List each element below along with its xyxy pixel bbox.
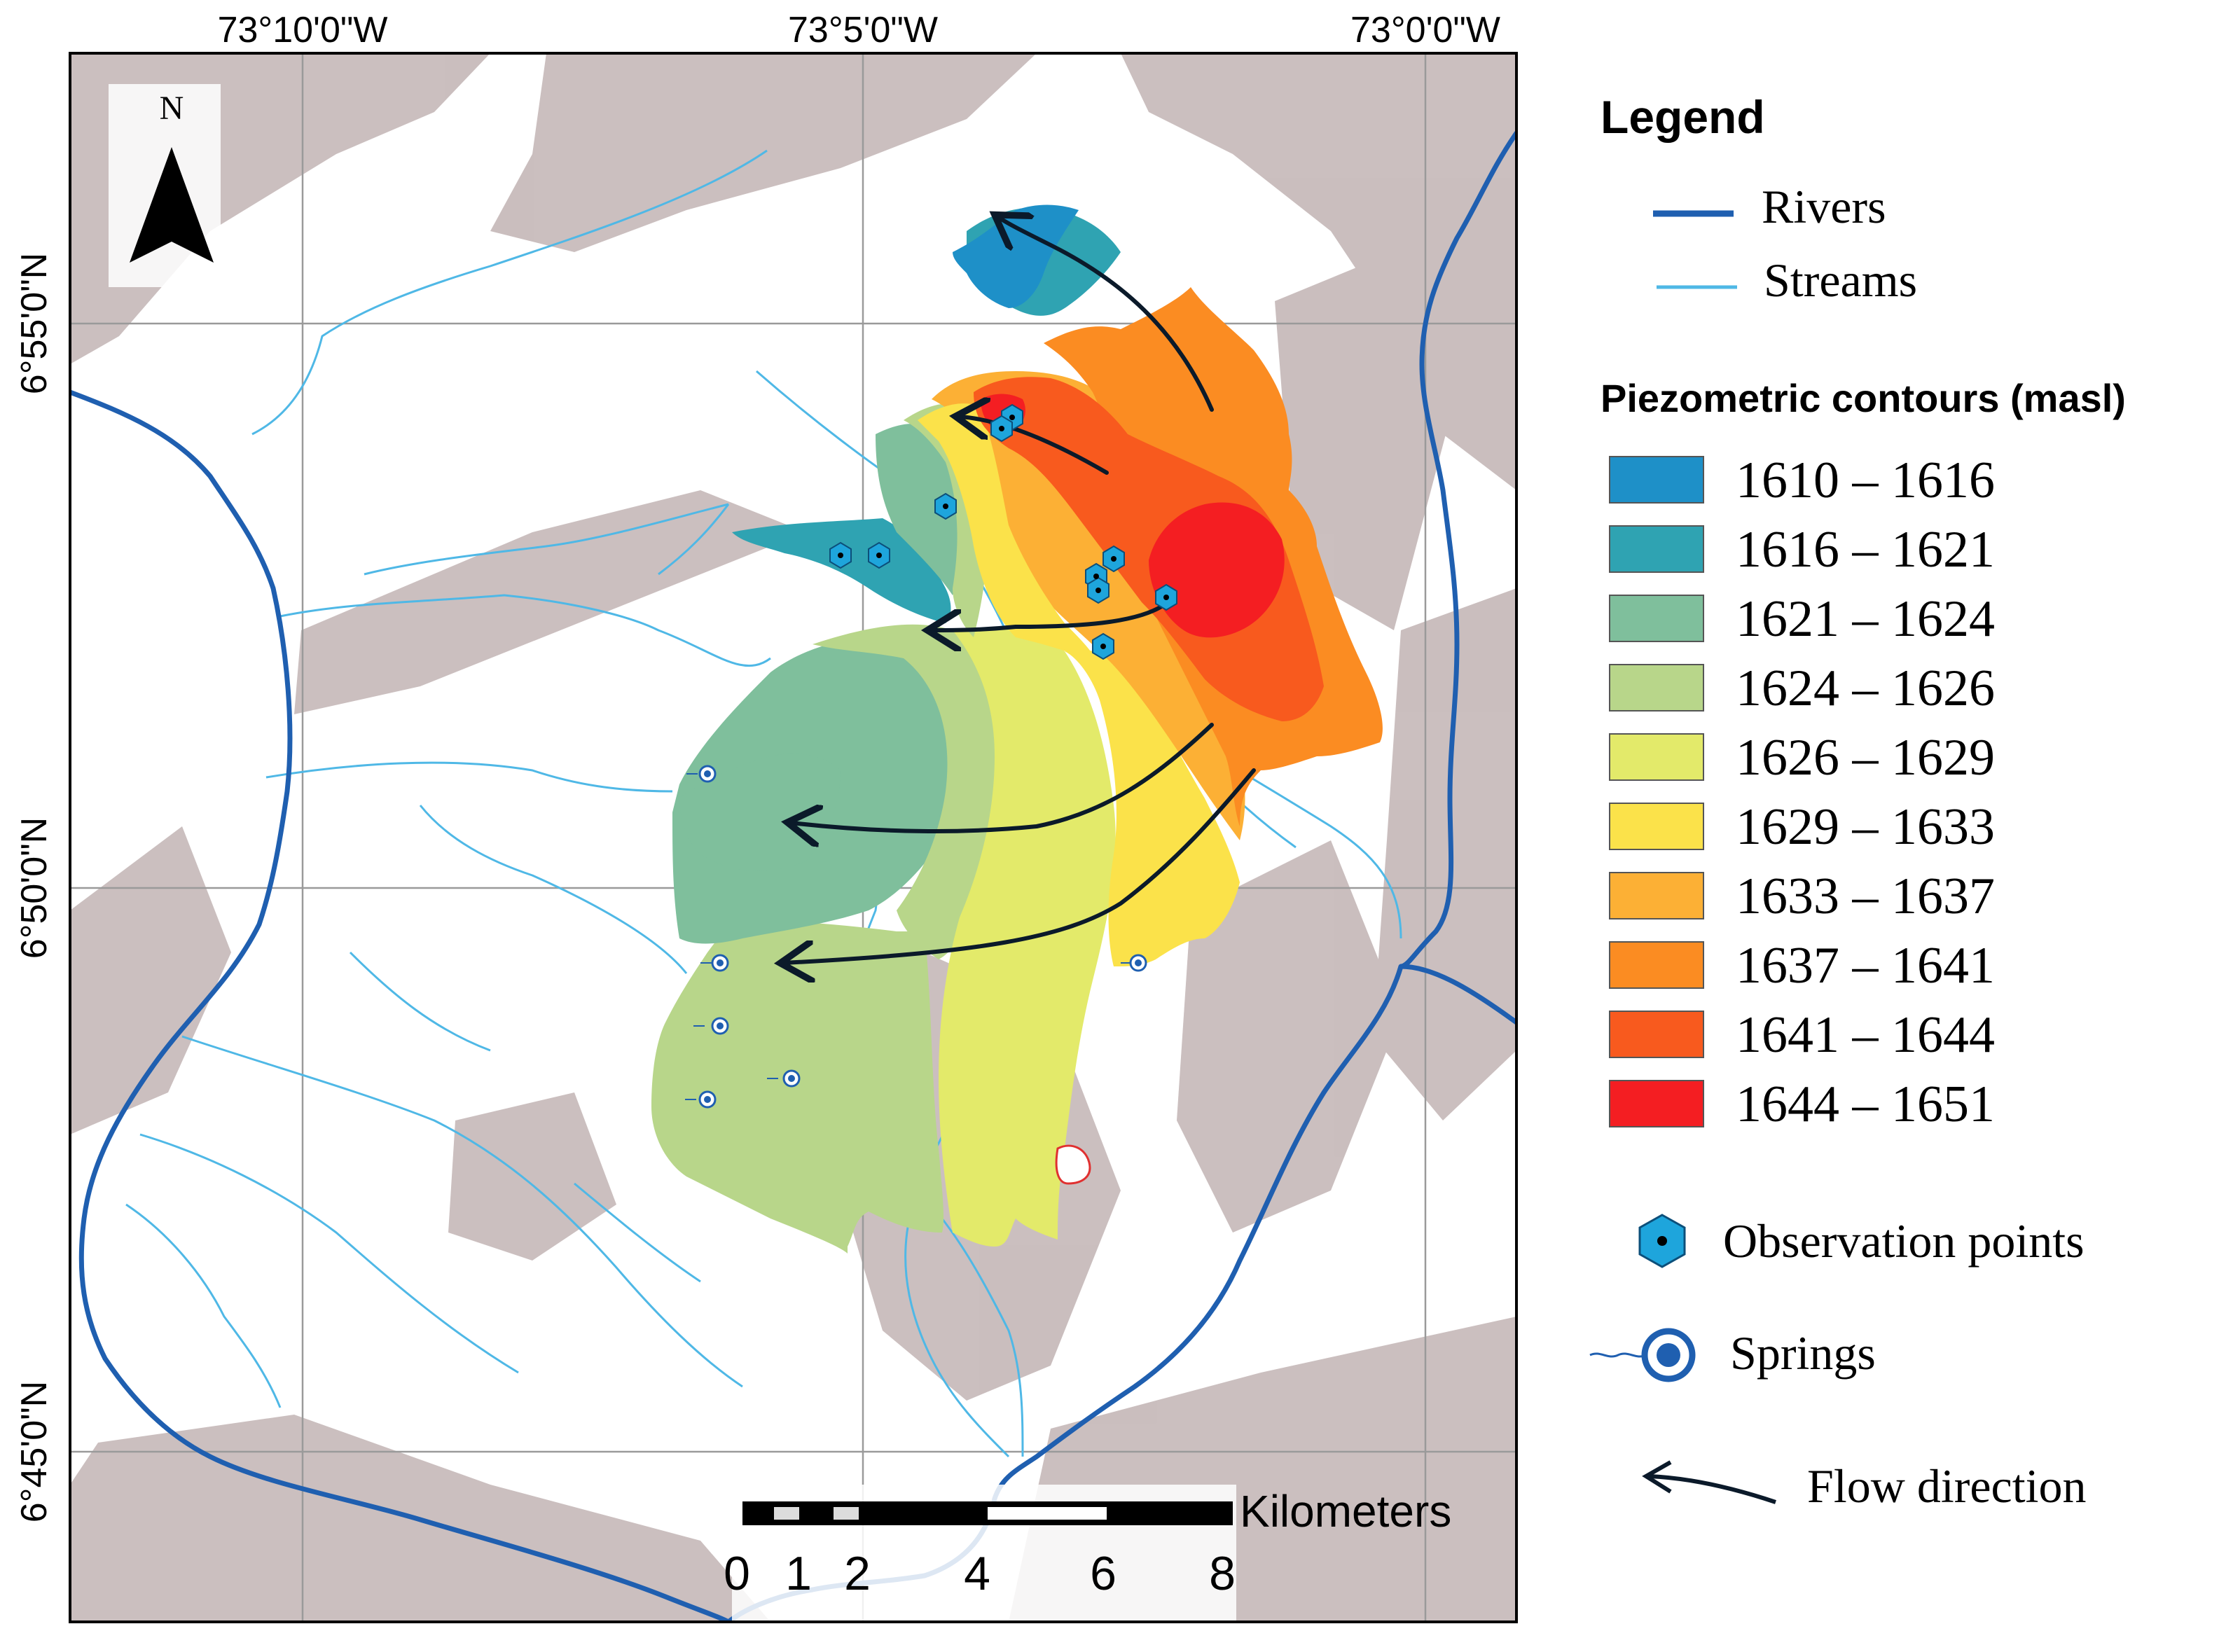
zone-1633-1637 bbox=[932, 371, 1245, 840]
spring-icon bbox=[1589, 1328, 1696, 1382]
contour-label-7: 1637 – 1641 bbox=[1736, 937, 1995, 994]
contour-label-8: 1641 – 1644 bbox=[1736, 1006, 1995, 1064]
streams-label: Streams bbox=[1764, 254, 1917, 307]
contour-swatch-7 bbox=[1609, 941, 1704, 989]
flow-direction-icon bbox=[1642, 1460, 1776, 1504]
zone-1621-1624-upper bbox=[876, 424, 967, 595]
scale-tick-4: 4 bbox=[964, 1547, 990, 1600]
springs bbox=[685, 765, 1147, 1109]
contours-title: Piezometric contours (masl) bbox=[1601, 376, 2126, 420]
scale-tick-0: 0 bbox=[724, 1547, 750, 1600]
scale-tick-2: 2 bbox=[844, 1547, 871, 1600]
contour-label-5: 1629 – 1633 bbox=[1736, 798, 1995, 856]
zone-1610-1616 bbox=[953, 204, 1079, 308]
contour-label-3: 1624 – 1626 bbox=[1736, 660, 1995, 717]
contour-swatch-0 bbox=[1609, 456, 1704, 504]
flow-arrows bbox=[784, 217, 1256, 963]
coord-top-2: 73°5'0"W bbox=[788, 10, 938, 50]
contour-swatch-3 bbox=[1609, 664, 1704, 712]
zone-1629-1633 bbox=[1065, 649, 1240, 966]
zone-1641-1644 bbox=[974, 377, 1324, 721]
contour-legend-rows: 1610 – 1616 1616 – 1621 1621 – 1624 1624 – … bbox=[1609, 452, 1995, 1133]
coord-left-1: 6°55'0"N bbox=[14, 253, 55, 394]
scale-tick-8: 8 bbox=[1209, 1547, 1236, 1600]
legend: Legend Rivers Streams Piezometric contou… bbox=[1589, 91, 2126, 1513]
springs-label: Springs bbox=[1730, 1326, 1876, 1380]
flow-label: Flow direction bbox=[1807, 1459, 2087, 1513]
zone-1624-1626 bbox=[651, 921, 944, 1254]
coord-top-3: 73°0'0"W bbox=[1350, 10, 1500, 50]
observation-label: Observation points bbox=[1723, 1214, 2085, 1268]
north-arrow-icon: N bbox=[109, 84, 221, 287]
scale-tick-1: 1 bbox=[785, 1547, 812, 1600]
contour-label-6: 1633 – 1637 bbox=[1736, 868, 1995, 925]
coord-left-3: 6°45'0"N bbox=[14, 1381, 55, 1522]
zone-1644-1651 bbox=[1149, 502, 1285, 638]
contour-swatch-6 bbox=[1609, 872, 1704, 919]
zone-1616-1621 bbox=[732, 518, 951, 623]
contour-label-1: 1616 – 1621 bbox=[1736, 521, 1995, 578]
contour-label-4: 1626 – 1629 bbox=[1736, 729, 1995, 786]
coord-left-2: 6°50'0"N bbox=[14, 817, 55, 959]
scale-unit-label: Kilometers bbox=[1240, 1486, 1451, 1536]
contour-swatch-1 bbox=[1609, 525, 1704, 573]
contour-label-0: 1610 – 1616 bbox=[1736, 452, 1995, 509]
contour-swatch-4 bbox=[1609, 733, 1704, 781]
observation-points bbox=[829, 403, 1177, 660]
observation-point-icon bbox=[1638, 1214, 1686, 1268]
contour-label-9: 1644 – 1651 bbox=[1736, 1076, 1995, 1133]
contour-swatch-8 bbox=[1609, 1011, 1704, 1058]
rivers-label: Rivers bbox=[1762, 180, 1886, 233]
zone-small-red-outline bbox=[1055, 1144, 1091, 1185]
contour-swatch-2 bbox=[1609, 595, 1704, 642]
contour-swatch-5 bbox=[1609, 803, 1704, 850]
contour-label-2: 1621 – 1624 bbox=[1736, 590, 1995, 648]
scale-bar: Kilometers 0 1 2 4 6 8 bbox=[724, 1485, 1451, 1622]
zone-1629-1633-upper bbox=[918, 403, 1100, 665]
contour-swatch-9 bbox=[1609, 1080, 1704, 1127]
zone-1624-1626-band bbox=[813, 624, 1004, 959]
north-label: N bbox=[160, 90, 184, 127]
scale-tick-6: 6 bbox=[1090, 1547, 1117, 1600]
legend-title: Legend bbox=[1601, 91, 1765, 143]
coord-top-1: 73°10'0"W bbox=[218, 10, 388, 50]
